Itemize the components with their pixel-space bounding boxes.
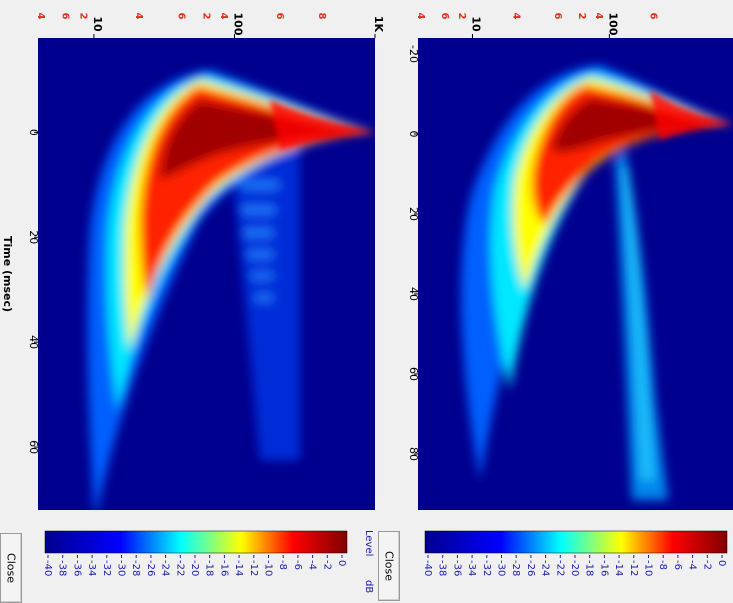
colorbar-bottom: 0-2-4-6-8-10-12-14-16-18-20-22-24-26-28-… (42, 530, 374, 593)
time-tick-label: 60 (407, 367, 420, 381)
freq-minor-label: 2 (456, 13, 467, 20)
colorbar-title: Level (363, 530, 374, 556)
colorbar-tick-label: 0 (336, 560, 347, 566)
colorbar-tick-label: -22 (174, 560, 185, 576)
freq-major-label: 100 (606, 13, 619, 36)
time-tick-label: 0 (27, 129, 40, 136)
freq-major-label: 1K (372, 16, 385, 33)
close-button-label: Close (4, 553, 18, 583)
colorbar-tick-label: -10 (263, 560, 274, 576)
colorbar-tick-label: -20 (189, 560, 200, 576)
colorbar-tick-label: -2 (321, 560, 332, 570)
colorbar-tick-label: -38 (57, 560, 68, 576)
colorbar-tick-label: -8 (657, 560, 668, 570)
time-tick-label: 20 (27, 230, 40, 244)
freq-minor-label: 6 (274, 13, 285, 20)
colorbar-tick-label: -14 (233, 560, 244, 576)
colorbar-tick-label: 0 (716, 560, 727, 566)
freq-minor-label: 6 (552, 13, 563, 20)
colorbar-tick-label: -4 (687, 560, 698, 570)
colorbar-tick-label: -16 (218, 560, 229, 576)
time-tick-label: 80 (407, 447, 420, 461)
close-button-label: Close (382, 551, 396, 581)
freq-major-label: 100 (231, 13, 244, 36)
colorbar-gradient (424, 530, 728, 554)
freq-minor-label: 4 (35, 13, 46, 20)
colorbar-tick-label: -34 (466, 560, 477, 576)
close-button-bottom[interactable]: Close (0, 533, 22, 603)
colorbar-tick-label: -34 (86, 560, 97, 576)
time-tick-label: 60 (27, 440, 40, 454)
colorbar-tick-label: -28 (510, 560, 521, 576)
freq-minor-label: 2 (77, 13, 88, 20)
colorbar-gradient (44, 530, 348, 554)
freq-minor-label: 6 (648, 13, 659, 20)
colorbar-tick-label: -32 (101, 560, 112, 576)
colorbar-tick-label: -22 (554, 560, 565, 576)
colorbar-tick-label: -40 (422, 560, 433, 576)
freq-minor-label: 2 (200, 13, 211, 20)
freq-minor-label: 4 (415, 13, 426, 20)
colorbar-tick-label: -18 (584, 560, 595, 576)
colorbar-tick-label: -16 (598, 560, 609, 576)
freq-minor-label: 6 (60, 13, 71, 20)
colorbar-unit: dB (363, 580, 374, 593)
colorbar-tick-label: -40 (42, 560, 53, 576)
colorbar-tick-label: -4 (307, 560, 318, 570)
freq-major-label: 10 (469, 16, 482, 32)
time-tick-label: 40 (27, 335, 40, 349)
time-tick-label: -20 (407, 45, 420, 63)
freq-minor-label: 6 (176, 13, 187, 20)
colorbar-tick-label: -24 (540, 560, 551, 576)
time-tick-label: 20 (407, 207, 420, 221)
colorbar-tick-label: -36 (71, 560, 82, 576)
freq-minor-label: 4 (218, 13, 229, 20)
colorbar-tick-label: -30 (496, 560, 507, 576)
colorbar-tick-label: -14 (613, 560, 624, 576)
freq-minor-label: 2 (576, 13, 587, 20)
colorbar-tick-label: -6 (292, 560, 303, 570)
spectrogram-bottom (38, 38, 375, 510)
colorbar-tick-label: -30 (116, 560, 127, 576)
colorbar-top: 0-2-4-6-8-10-12-14-16-18-20-22-24-26-28-… (422, 530, 728, 576)
close-button-top[interactable]: Close (378, 531, 400, 601)
freq-minor-label: 6 (439, 13, 450, 20)
colorbar-tick-label: -26 (525, 560, 536, 576)
x-axis-title: Time (msec) (1, 236, 14, 312)
colorbar-tick-label: -12 (248, 560, 259, 576)
freq-minor-label: 4 (511, 13, 522, 20)
time-tick-label: 40 (407, 287, 420, 301)
colorbar-tick-label: -28 (130, 560, 141, 576)
colorbar-tick-label: -20 (569, 560, 580, 576)
colorbar-tick-label: -10 (643, 560, 654, 576)
colorbar-tick-label: -6 (672, 560, 683, 570)
colorbar-tick-label: -12 (628, 560, 639, 576)
colorbar-tick-label: -18 (204, 560, 215, 576)
freq-minor-label: 4 (133, 13, 144, 20)
freq-minor-label: 8 (316, 13, 327, 20)
colorbar-tick-label: -32 (481, 560, 492, 576)
colorbar-tick-label: -26 (145, 560, 156, 576)
colorbar-tick-label: -2 (701, 560, 712, 570)
colorbar-tick-label: -38 (437, 560, 448, 576)
freq-major-label: 10 (91, 16, 104, 32)
freq-minor-label: 4 (593, 13, 604, 20)
time-tick-label: 0 (407, 131, 420, 138)
spectrogram-top (418, 38, 733, 510)
colorbar-tick-label: -36 (451, 560, 462, 576)
colorbar-tick-label: -8 (277, 560, 288, 570)
colorbar-tick-label: -24 (160, 560, 171, 576)
